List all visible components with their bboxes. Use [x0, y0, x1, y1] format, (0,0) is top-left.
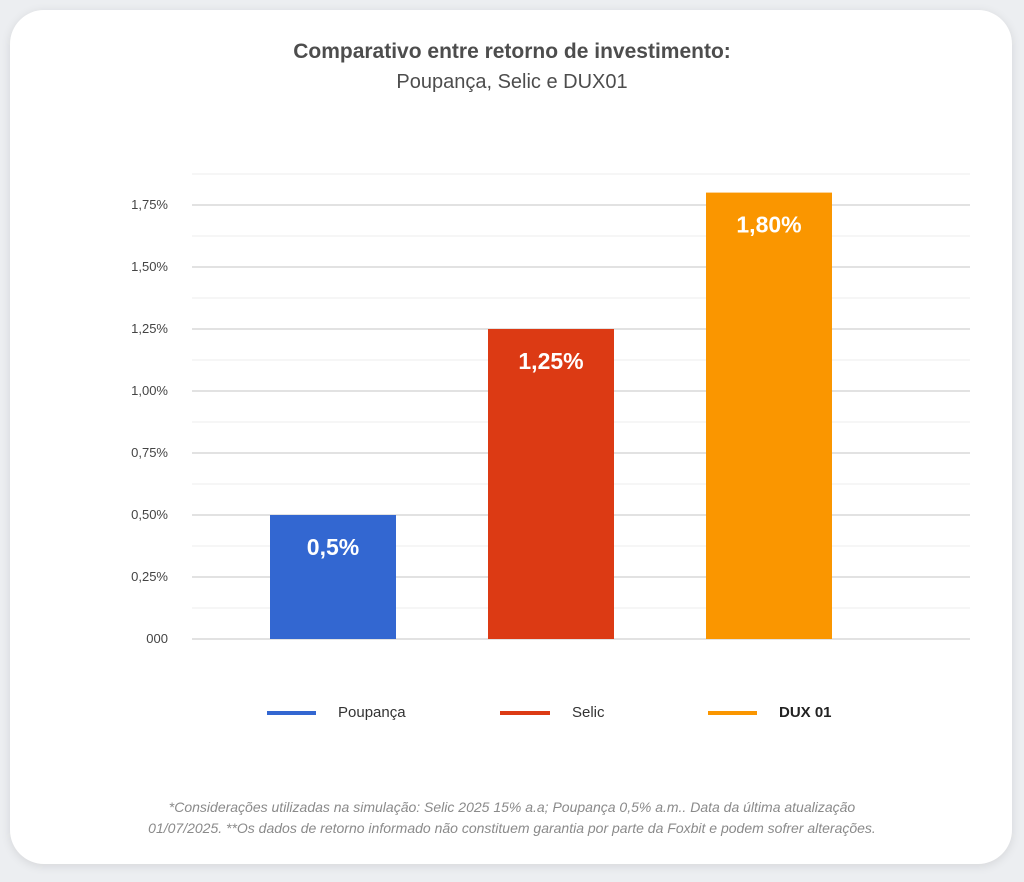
- bar-3: [706, 192, 832, 639]
- y-tick-label: 000: [146, 631, 168, 646]
- y-tick-label: 0,25%: [131, 569, 168, 584]
- y-tick-label: 0,50%: [131, 507, 168, 522]
- bar-value-label: 1,80%: [736, 212, 801, 238]
- y-tick-label: 0,75%: [131, 445, 168, 460]
- bar-2: [488, 329, 614, 639]
- legend-label: DUX 01: [779, 704, 832, 721]
- footnote: *Considerações utilizadas na simulação: …: [40, 797, 984, 839]
- y-tick-label: 1,50%: [131, 259, 168, 274]
- y-tick-label: 1,25%: [131, 321, 168, 336]
- y-tick-label: 1,75%: [131, 197, 168, 212]
- bar-1: [270, 515, 396, 639]
- y-tick-label: 1,00%: [131, 383, 168, 398]
- legend-label: Selic: [572, 704, 605, 721]
- chart-title: Comparativo entre retorno de investiment…: [293, 40, 731, 63]
- bar-value-label: 1,25%: [518, 348, 583, 374]
- footnote-line-2: 01/07/2025. **Os dados de retorno inform…: [148, 820, 876, 836]
- footnote-line-1: *Considerações utilizadas na simulação: …: [168, 799, 856, 815]
- legend-label: Poupança: [338, 704, 406, 721]
- chart-subtitle: Poupança, Selic e DUX01: [396, 71, 628, 93]
- bar-value-label: 0,5%: [307, 534, 359, 560]
